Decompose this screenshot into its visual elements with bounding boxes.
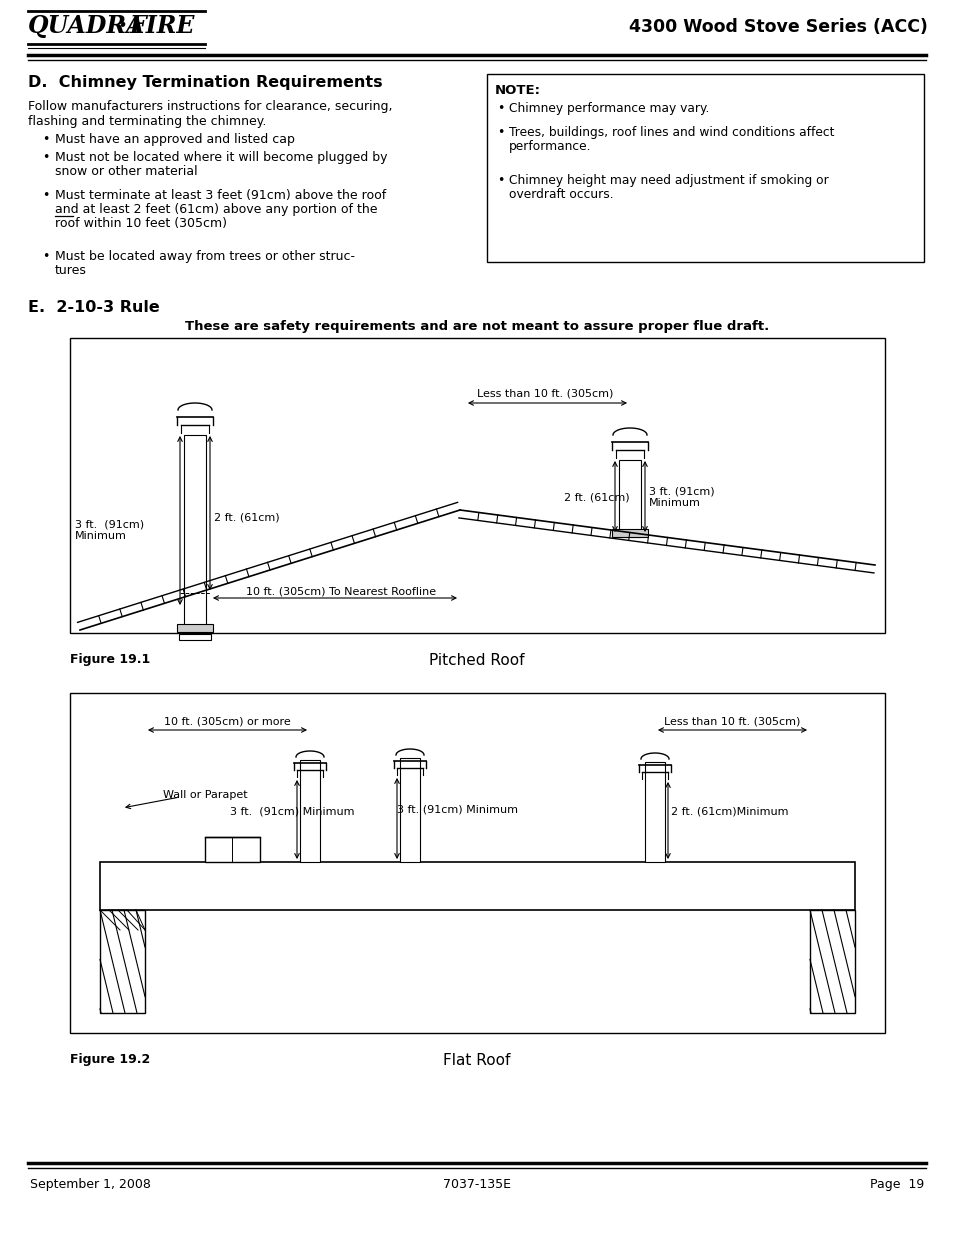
Text: 10 ft. (305cm) or more: 10 ft. (305cm) or more [164, 718, 290, 727]
Text: Wall or Parapet: Wall or Parapet [163, 790, 248, 800]
Text: overdraft occurs.: overdraft occurs. [509, 188, 613, 201]
Text: QUADRA: QUADRA [28, 14, 145, 38]
Text: Follow manufacturers instructions for clearance, securing,: Follow manufacturers instructions for cl… [28, 100, 392, 112]
Text: 4300 Wood Stove Series (ACC): 4300 Wood Stove Series (ACC) [628, 19, 927, 36]
Text: Chimney height may need adjustment if smoking or: Chimney height may need adjustment if sm… [509, 174, 828, 186]
Text: Less than 10 ft. (305cm): Less than 10 ft. (305cm) [476, 388, 613, 398]
Text: 10 ft. (305cm) To Nearest Roofline: 10 ft. (305cm) To Nearest Roofline [246, 585, 436, 597]
Text: Less than 10 ft. (305cm): Less than 10 ft. (305cm) [663, 718, 800, 727]
Text: Must have an approved and listed cap: Must have an approved and listed cap [55, 133, 294, 146]
Text: •: • [42, 133, 50, 146]
Text: •: • [497, 103, 504, 115]
Text: •: • [497, 126, 504, 140]
Bar [809, 910, 854, 1013]
Bar [299, 760, 319, 862]
Text: performance.: performance. [509, 140, 591, 153]
Text: tures: tures [55, 264, 87, 277]
Text: These are safety requirements and are not meant to assure proper flue draft.: These are safety requirements and are no… [185, 320, 768, 333]
Text: 2 ft. (61cm): 2 ft. (61cm) [213, 513, 279, 522]
Text: ·: · [118, 14, 126, 38]
Text: Pitched Roof: Pitched Roof [429, 653, 524, 668]
Bar [100, 910, 145, 1013]
Bar [70, 693, 884, 1032]
Bar [70, 338, 884, 634]
Text: 2 ft. (61cm)Minimum: 2 ft. (61cm)Minimum [670, 806, 788, 818]
Text: and at least 2 feet (61cm) above any portion of the: and at least 2 feet (61cm) above any por… [55, 203, 377, 216]
Text: Chimney performance may vary.: Chimney performance may vary. [509, 103, 709, 115]
Bar [644, 762, 664, 862]
Bar [184, 435, 206, 632]
Bar [618, 459, 640, 537]
Text: flashing and terminating the chimney.: flashing and terminating the chimney. [28, 115, 266, 128]
Text: 3 ft. (91cm) Minimum: 3 ft. (91cm) Minimum [396, 805, 517, 815]
Text: Must be located away from trees or other struc-: Must be located away from trees or other… [55, 249, 355, 263]
Text: 3 ft. (91cm)
Minimum: 3 ft. (91cm) Minimum [648, 487, 714, 508]
Bar [100, 862, 854, 910]
Text: Flat Roof: Flat Roof [443, 1053, 510, 1068]
Text: D.  Chimney Termination Requirements: D. Chimney Termination Requirements [28, 75, 382, 90]
Text: 7037-135E: 7037-135E [442, 1178, 511, 1191]
Text: roof within 10 feet (305cm): roof within 10 feet (305cm) [55, 217, 227, 230]
Text: Page  19: Page 19 [869, 1178, 923, 1191]
Bar [399, 758, 419, 862]
Bar [179, 634, 211, 640]
Text: NOTE:: NOTE: [495, 84, 540, 98]
Text: Figure 19.2: Figure 19.2 [70, 1053, 150, 1066]
Bar [486, 74, 923, 262]
Text: •: • [42, 249, 50, 263]
Text: 3 ft.  (91cm) Minimum: 3 ft. (91cm) Minimum [230, 806, 355, 816]
Text: September 1, 2008: September 1, 2008 [30, 1178, 151, 1191]
Text: E.  2-10-3 Rule: E. 2-10-3 Rule [28, 300, 159, 315]
Bar [612, 529, 647, 537]
Text: snow or other material: snow or other material [55, 165, 197, 178]
Text: •: • [42, 151, 50, 164]
Text: Must terminate at least 3 feet (91cm) above the roof: Must terminate at least 3 feet (91cm) ab… [55, 189, 386, 203]
Text: Must not be located where it will become plugged by: Must not be located where it will become… [55, 151, 387, 164]
Text: Trees, buildings, roof lines and wind conditions affect: Trees, buildings, roof lines and wind co… [509, 126, 834, 140]
Text: •: • [497, 174, 504, 186]
Bar [205, 837, 260, 862]
Text: Figure 19.1: Figure 19.1 [70, 653, 150, 666]
Text: 2 ft. (61cm): 2 ft. (61cm) [563, 492, 629, 501]
Text: 3 ft.  (91cm)
Minimum: 3 ft. (91cm) Minimum [75, 519, 144, 541]
Text: •: • [42, 189, 50, 203]
Text: FIRE: FIRE [130, 14, 195, 38]
Bar [177, 624, 213, 632]
